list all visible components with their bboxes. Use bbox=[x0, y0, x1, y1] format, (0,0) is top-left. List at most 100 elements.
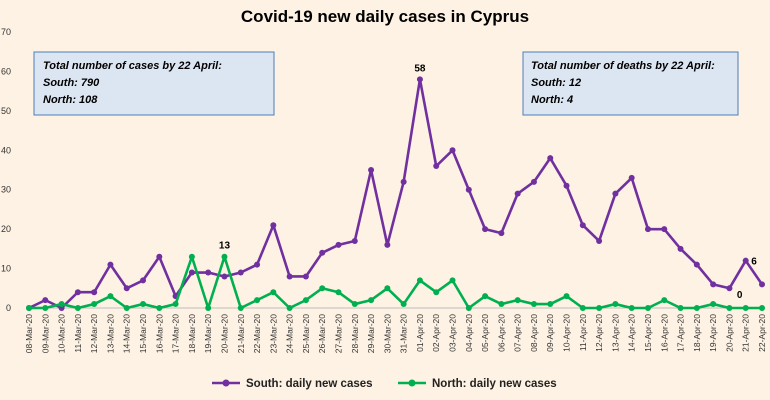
cases-info-box: Total number of cases by 22 April: South… bbox=[33, 51, 275, 116]
data-point-north bbox=[563, 293, 570, 300]
data-point-north bbox=[498, 301, 505, 308]
x-tick-label: 29-Mar-20 bbox=[366, 314, 376, 353]
x-tick-label: 23-Mar-20 bbox=[268, 314, 278, 353]
x-tick-label: 21-Apr-20 bbox=[741, 314, 751, 352]
chart-title: Covid-19 new daily cases in Cyprus bbox=[241, 7, 529, 26]
data-point-south bbox=[270, 222, 277, 229]
data-point-south bbox=[416, 76, 423, 83]
data-point-north bbox=[302, 297, 309, 304]
y-tick-label: 20 bbox=[1, 224, 11, 234]
x-tick-label: 10-Apr-20 bbox=[562, 314, 572, 352]
y-tick-label: 60 bbox=[1, 66, 11, 76]
data-point-south bbox=[188, 269, 195, 276]
x-tick-label: 24-Mar-20 bbox=[285, 314, 295, 353]
x-tick-label: 06-Apr-20 bbox=[496, 314, 506, 352]
data-label: 13 bbox=[219, 241, 231, 252]
data-point-south bbox=[368, 167, 375, 173]
chart-legend: South: daily new cases North: daily new c… bbox=[212, 378, 557, 390]
data-point-south bbox=[579, 222, 586, 229]
data-point-south bbox=[498, 230, 505, 237]
x-tick-label: 15-Mar-20 bbox=[138, 314, 148, 353]
x-tick-label: 20-Apr-20 bbox=[724, 314, 734, 352]
data-label: 58 bbox=[414, 63, 426, 74]
data-point-south bbox=[759, 281, 765, 288]
data-point-south bbox=[449, 147, 456, 154]
x-tick-label: 14-Apr-20 bbox=[627, 314, 637, 352]
data-point-north bbox=[433, 289, 440, 296]
deaths-info-line2: South: 12 bbox=[531, 77, 581, 89]
data-point-north bbox=[140, 301, 147, 308]
data-point-south bbox=[74, 289, 81, 296]
x-tick-label: 16-Mar-20 bbox=[154, 314, 164, 353]
data-point-north bbox=[482, 293, 489, 300]
data-point-north bbox=[416, 277, 423, 284]
chart-data-labels: 13 58 6 0 bbox=[219, 63, 757, 301]
data-point-south bbox=[612, 190, 619, 197]
data-point-north bbox=[612, 301, 619, 308]
x-tick-label: 28-Mar-20 bbox=[350, 314, 360, 353]
x-tick-label: 12-Apr-20 bbox=[594, 314, 604, 352]
data-point-north bbox=[91, 301, 98, 308]
x-tick-label: 08-Mar-20 bbox=[24, 314, 34, 353]
data-point-north bbox=[596, 305, 603, 311]
data-point-south bbox=[530, 178, 537, 185]
x-tick-label: 07-Apr-20 bbox=[513, 314, 523, 352]
y-tick-label: 30 bbox=[1, 185, 11, 195]
y-tick-label: 0 bbox=[6, 303, 11, 313]
x-tick-label: 09-Mar-20 bbox=[40, 314, 50, 353]
data-point-south bbox=[319, 249, 326, 256]
data-point-north bbox=[335, 289, 342, 296]
x-tick-label: 22-Apr-20 bbox=[757, 314, 767, 352]
x-tick-label: 17-Mar-20 bbox=[171, 314, 181, 353]
y-tick-label: 70 bbox=[1, 27, 11, 37]
data-point-north bbox=[449, 277, 456, 284]
data-point-north bbox=[123, 305, 130, 311]
data-point-south bbox=[42, 297, 49, 304]
x-tick-label: 17-Apr-20 bbox=[676, 314, 686, 352]
data-label: 6 bbox=[751, 256, 757, 267]
y-tick-label: 10 bbox=[1, 264, 11, 274]
data-point-south bbox=[400, 178, 407, 185]
data-label: 0 bbox=[737, 290, 743, 301]
data-point-south bbox=[123, 285, 130, 292]
cases-info-line1: Total number of cases by 22 April: bbox=[43, 60, 222, 72]
cases-info-line2: South: 790 bbox=[43, 77, 100, 89]
data-point-south bbox=[628, 174, 635, 181]
deaths-info-line3: North: 4 bbox=[531, 94, 573, 106]
data-point-south bbox=[351, 237, 358, 244]
legend-south-label: South: daily new cases bbox=[246, 378, 373, 390]
x-tick-label: 16-Apr-20 bbox=[659, 314, 669, 352]
x-tick-label: 22-Mar-20 bbox=[252, 314, 262, 353]
x-tick-label: 10-Mar-20 bbox=[57, 314, 67, 353]
data-point-north bbox=[74, 305, 81, 311]
data-point-south bbox=[677, 245, 684, 252]
data-point-south bbox=[254, 261, 261, 268]
data-point-south bbox=[335, 241, 342, 248]
data-point-north bbox=[26, 305, 32, 311]
data-point-south bbox=[563, 182, 570, 189]
y-tick-label: 40 bbox=[1, 145, 11, 155]
data-point-north bbox=[188, 253, 195, 260]
data-point-north bbox=[677, 305, 684, 311]
x-tick-label: 09-Apr-20 bbox=[545, 314, 555, 352]
deaths-info-box: Total number of deaths by 22 April: Sout… bbox=[522, 51, 739, 116]
data-point-north bbox=[384, 285, 391, 292]
x-tick-label: 18-Apr-20 bbox=[692, 314, 702, 352]
x-tick-label: 05-Apr-20 bbox=[480, 314, 490, 352]
data-point-north bbox=[319, 285, 326, 292]
x-tick-label: 19-Apr-20 bbox=[708, 314, 718, 352]
data-point-north bbox=[107, 293, 114, 300]
x-tick-label: 14-Mar-20 bbox=[122, 314, 132, 353]
legend-north-marker bbox=[408, 379, 416, 387]
data-point-south bbox=[742, 257, 749, 264]
y-tick-label: 50 bbox=[1, 106, 11, 116]
data-point-south bbox=[221, 273, 228, 280]
x-tick-label: 19-Mar-20 bbox=[203, 314, 213, 353]
x-tick-label: 01-Apr-20 bbox=[415, 314, 425, 352]
x-tick-label: 11-Apr-20 bbox=[578, 314, 588, 351]
data-point-south bbox=[433, 163, 440, 170]
legend-north-label: North: daily new cases bbox=[432, 378, 557, 390]
data-point-north bbox=[514, 297, 521, 304]
x-tick-label: 04-Apr-20 bbox=[464, 314, 474, 352]
